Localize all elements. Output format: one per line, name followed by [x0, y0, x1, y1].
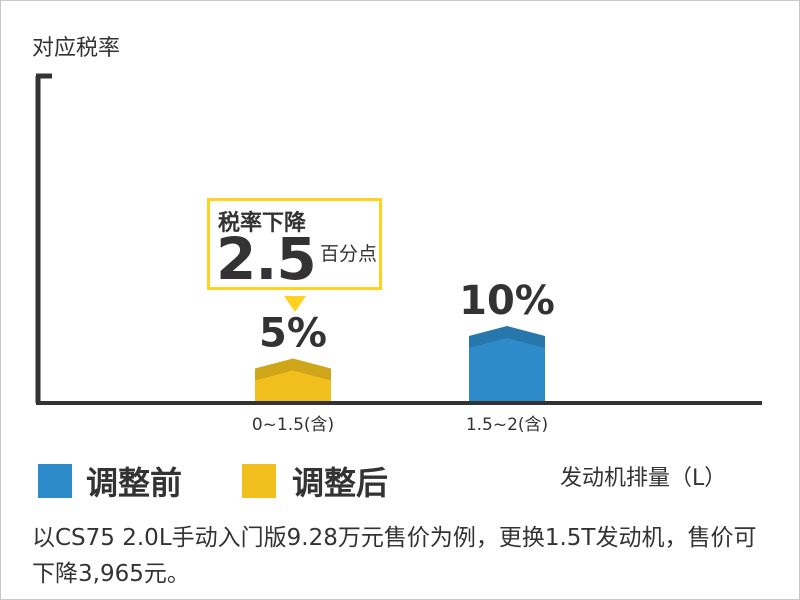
legend-label-before: 调整前	[86, 464, 183, 502]
callout-unit: 百分点	[320, 243, 378, 265]
bar-after	[255, 358, 331, 401]
bar-before	[469, 326, 545, 401]
bar-cap	[255, 358, 331, 381]
callout-pointer	[284, 296, 306, 312]
legend-swatch-after	[242, 464, 276, 498]
reduction-callout: 税率下降 2.5 百分点	[207, 198, 382, 293]
y-axis-label: 对应税率	[32, 36, 121, 61]
callout-title: 税率下降	[218, 211, 307, 236]
callout-value: 2.5	[216, 225, 317, 293]
legend-swatch-before	[38, 464, 72, 498]
legend-label-after: 调整后	[292, 464, 389, 502]
bar-value-label: 10%	[459, 278, 555, 324]
x-tick-label: 0~1.5(含)	[252, 415, 334, 435]
x-axis-label: 发动机排量（L）	[560, 466, 727, 491]
footnote: 以CS75 2.0L手动入门版9.28万元售价为例，更换1.5T发动机，售价可下…	[32, 525, 757, 587]
bar-value-label: 5%	[259, 311, 327, 357]
x-tick-label: 1.5~2(含)	[466, 415, 548, 435]
bar-cap	[469, 326, 545, 348]
